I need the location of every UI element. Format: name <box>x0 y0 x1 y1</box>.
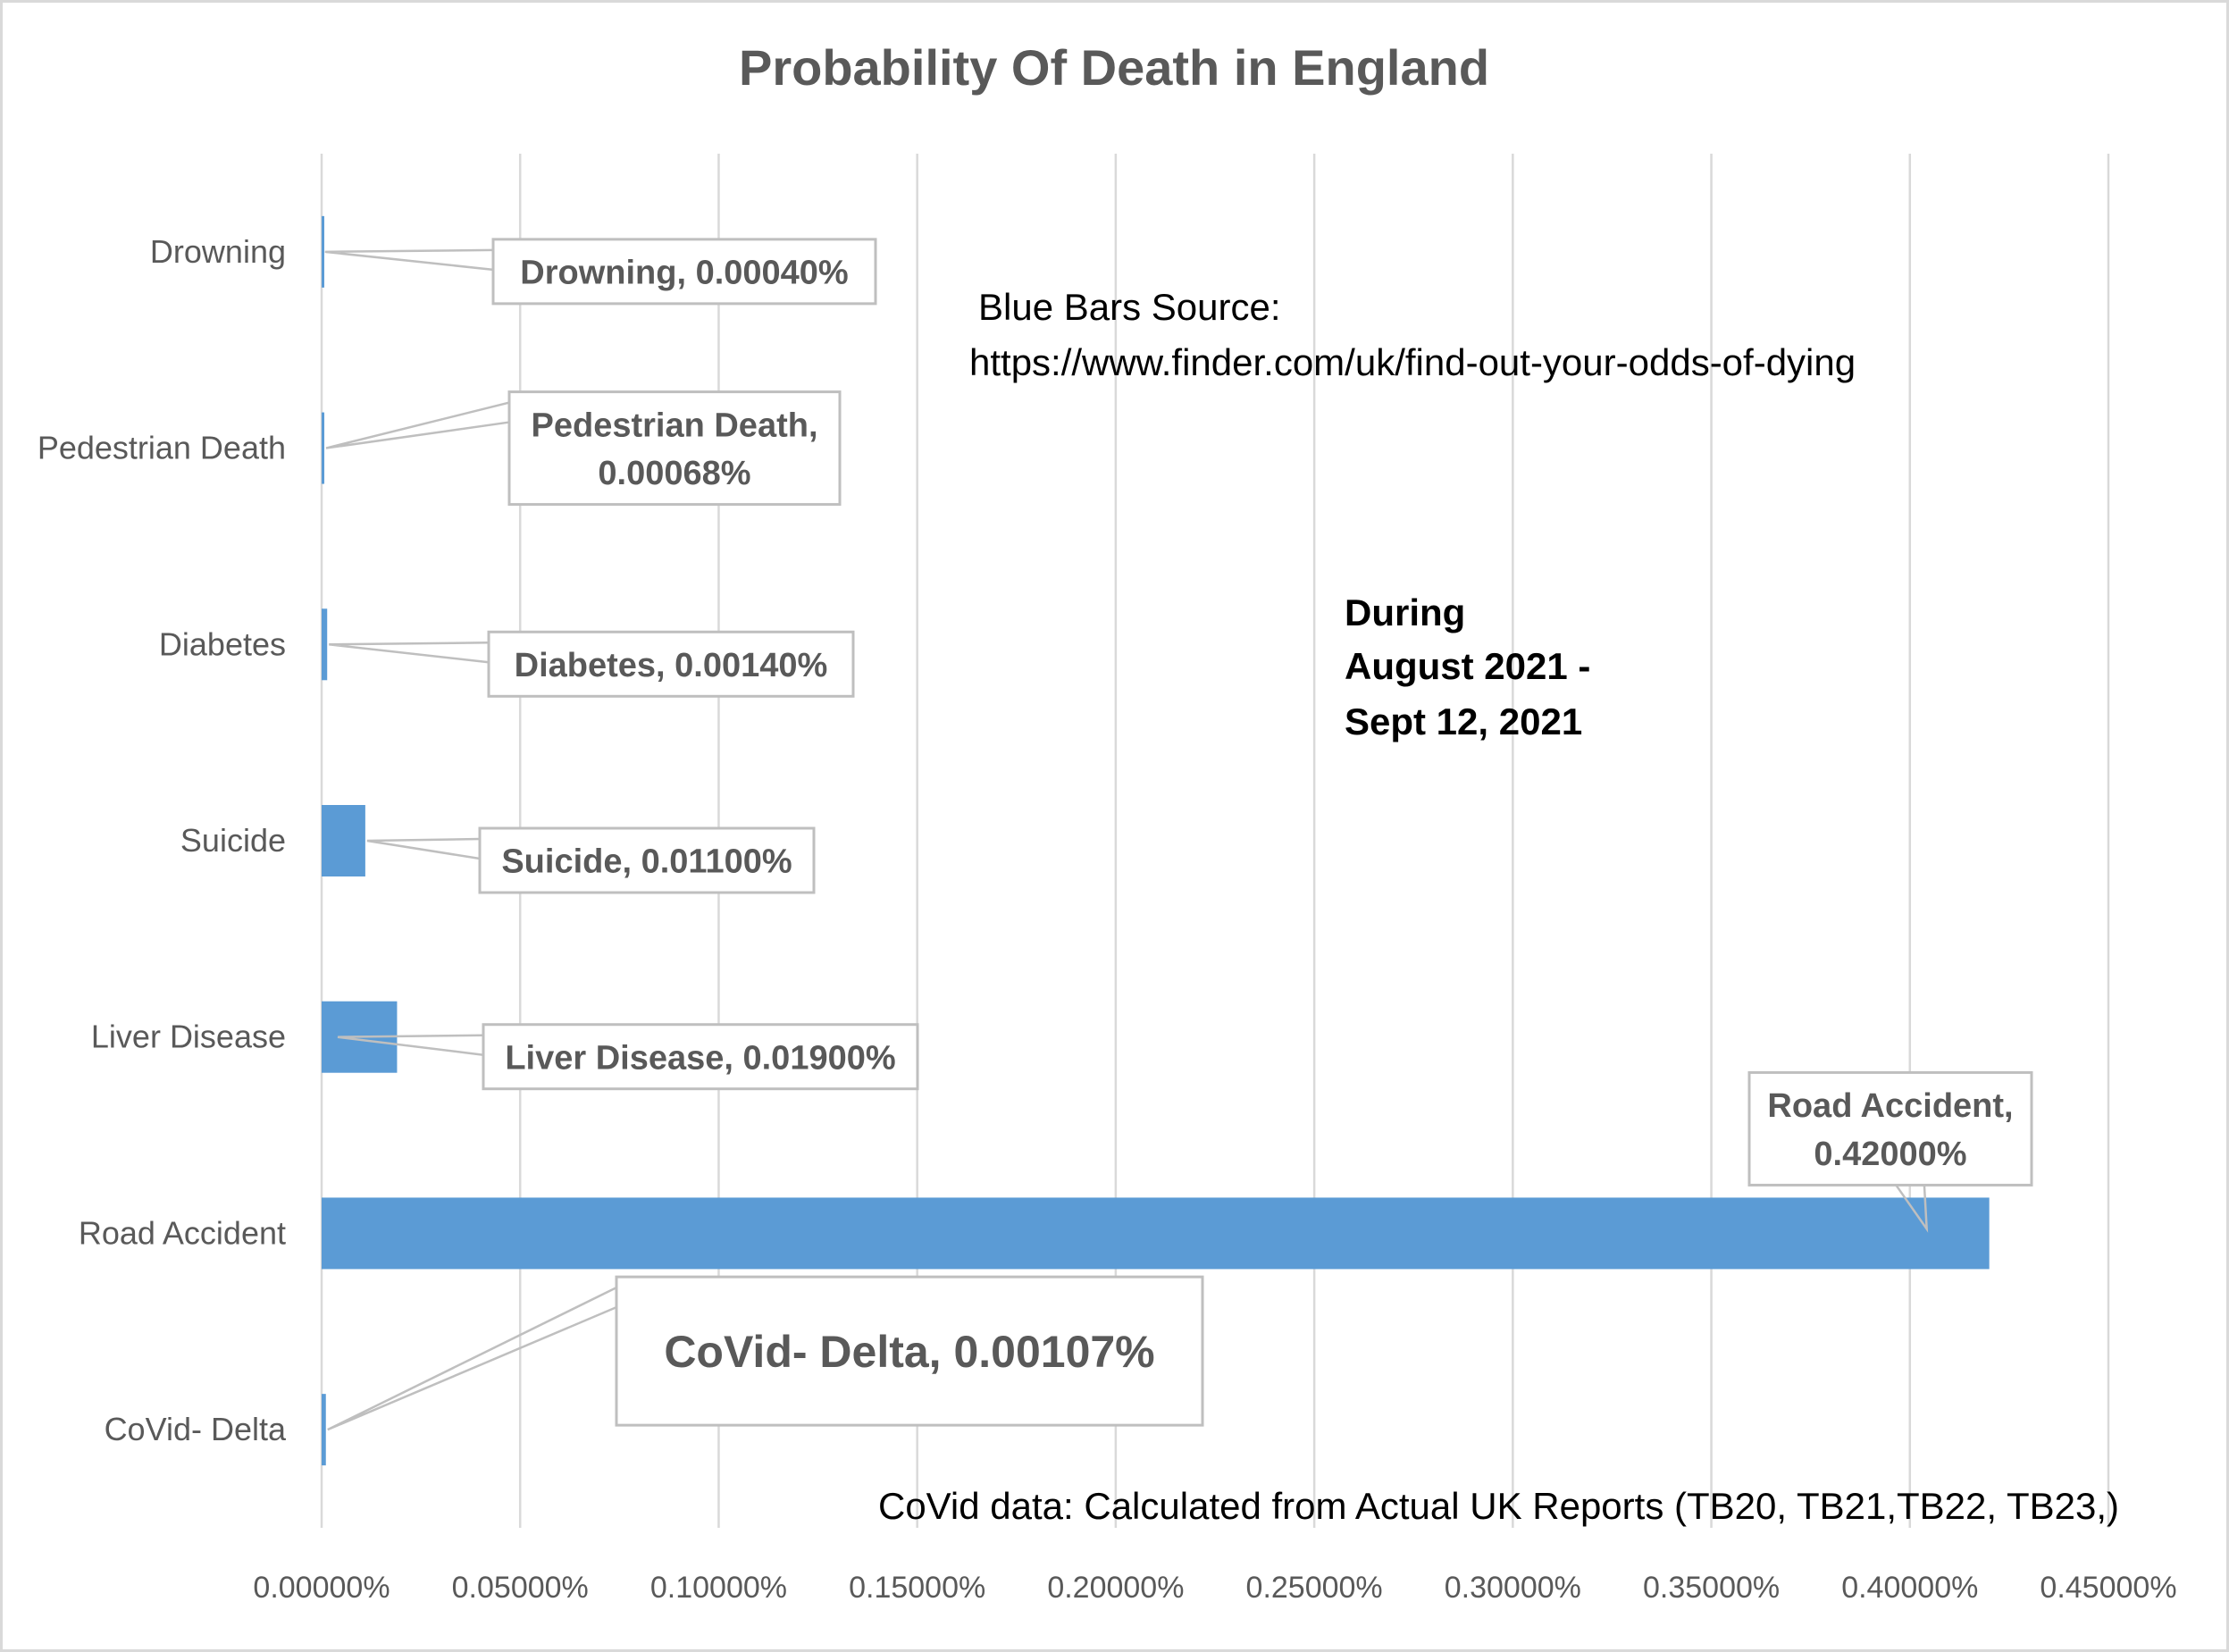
x-tick-label: 0.10000% <box>650 1571 787 1605</box>
leader-line <box>366 837 481 860</box>
x-tick-label: 0.40000% <box>1841 1571 1978 1605</box>
covid-data-note: CoVid data: Calculated from Actual UK Re… <box>878 1485 2119 1527</box>
leader-lines <box>324 248 1929 1431</box>
category-label: Liver Disease <box>91 1019 286 1055</box>
bar-road-accident <box>322 1197 1990 1270</box>
category-labels: Drowning Pedestrian Death Diabetes Suicide L… <box>38 233 287 1447</box>
data-label-box <box>615 1275 1204 1427</box>
data-label-box <box>491 238 877 306</box>
data-label: Liver Disease, 0.01900% <box>505 1039 895 1077</box>
source-note: Blue Bars Source: <box>978 286 1281 328</box>
gridlines <box>320 154 2110 1528</box>
data-label-box <box>487 630 855 698</box>
x-tick-labels: 0.00000% 0.05000% 0.10000% 0.15000% 0.20000%… <box>253 1571 2176 1605</box>
x-tick-label: 0.20000% <box>1047 1571 1184 1605</box>
data-label: 0.00068% <box>598 455 750 492</box>
data-label-box <box>482 1023 919 1091</box>
x-tick-label: 0.15000% <box>849 1571 985 1605</box>
data-label: Road Accident, <box>1767 1087 2013 1125</box>
source-note: https://www.finder.com/uk/find-out-your-… <box>969 341 1856 383</box>
data-label: Pedestrian Death, <box>532 407 818 444</box>
data-labels: Drowning, 0.00040% Pedestrian Death, 0.000… <box>478 238 2033 1427</box>
bar-pedestrian-death <box>322 412 325 484</box>
period-note: Sept 12, 2021 <box>1345 700 1582 742</box>
data-label-box <box>507 390 842 507</box>
leader-line <box>327 1287 617 1431</box>
x-tick-label: 0.05000% <box>452 1571 589 1605</box>
leader-line <box>1895 1184 1929 1233</box>
annotations: Blue Bars Source: https://www.finder.com/… <box>878 286 2119 1527</box>
category-label: Suicide <box>180 822 286 859</box>
leader-line <box>337 1034 484 1056</box>
data-label-box <box>478 826 816 894</box>
bars <box>322 215 1990 1466</box>
data-label-box <box>1747 1070 2033 1187</box>
chart-title: Probability Of Death in England <box>739 39 1489 96</box>
category-label: Pedestrian Death <box>38 430 286 466</box>
leader-line <box>325 401 510 449</box>
bar-covid-delta <box>322 1394 326 1466</box>
category-label: Drowning <box>150 233 286 270</box>
bar-drowning <box>322 215 324 288</box>
bar-suicide <box>322 805 365 876</box>
x-tick-label: 0.25000% <box>1246 1571 1383 1605</box>
data-label: 0.42000% <box>1814 1136 1966 1173</box>
x-tick-label: 0.45000% <box>2040 1571 2176 1605</box>
bar-diabetes <box>322 608 328 681</box>
period-note: August 2021 - <box>1345 645 1590 687</box>
x-tick-label: 0.35000% <box>1643 1571 1780 1605</box>
data-label: Diabetes, 0.00140% <box>515 647 828 684</box>
x-tick-label: 0.30000% <box>1445 1571 1581 1605</box>
category-label: Road Accident <box>79 1214 286 1251</box>
category-label: CoVid- Delta <box>105 1411 287 1447</box>
data-label: Suicide, 0.01100% <box>501 843 792 881</box>
leader-line <box>324 248 494 272</box>
category-label: Diabetes <box>159 625 286 662</box>
x-tick-label: 0.00000% <box>253 1571 390 1605</box>
period-note: During <box>1345 591 1465 633</box>
leader-line <box>329 642 490 664</box>
data-label: Drowning, 0.00040% <box>520 255 848 292</box>
data-label: CoVid- Delta, 0.00107% <box>664 1327 1154 1377</box>
